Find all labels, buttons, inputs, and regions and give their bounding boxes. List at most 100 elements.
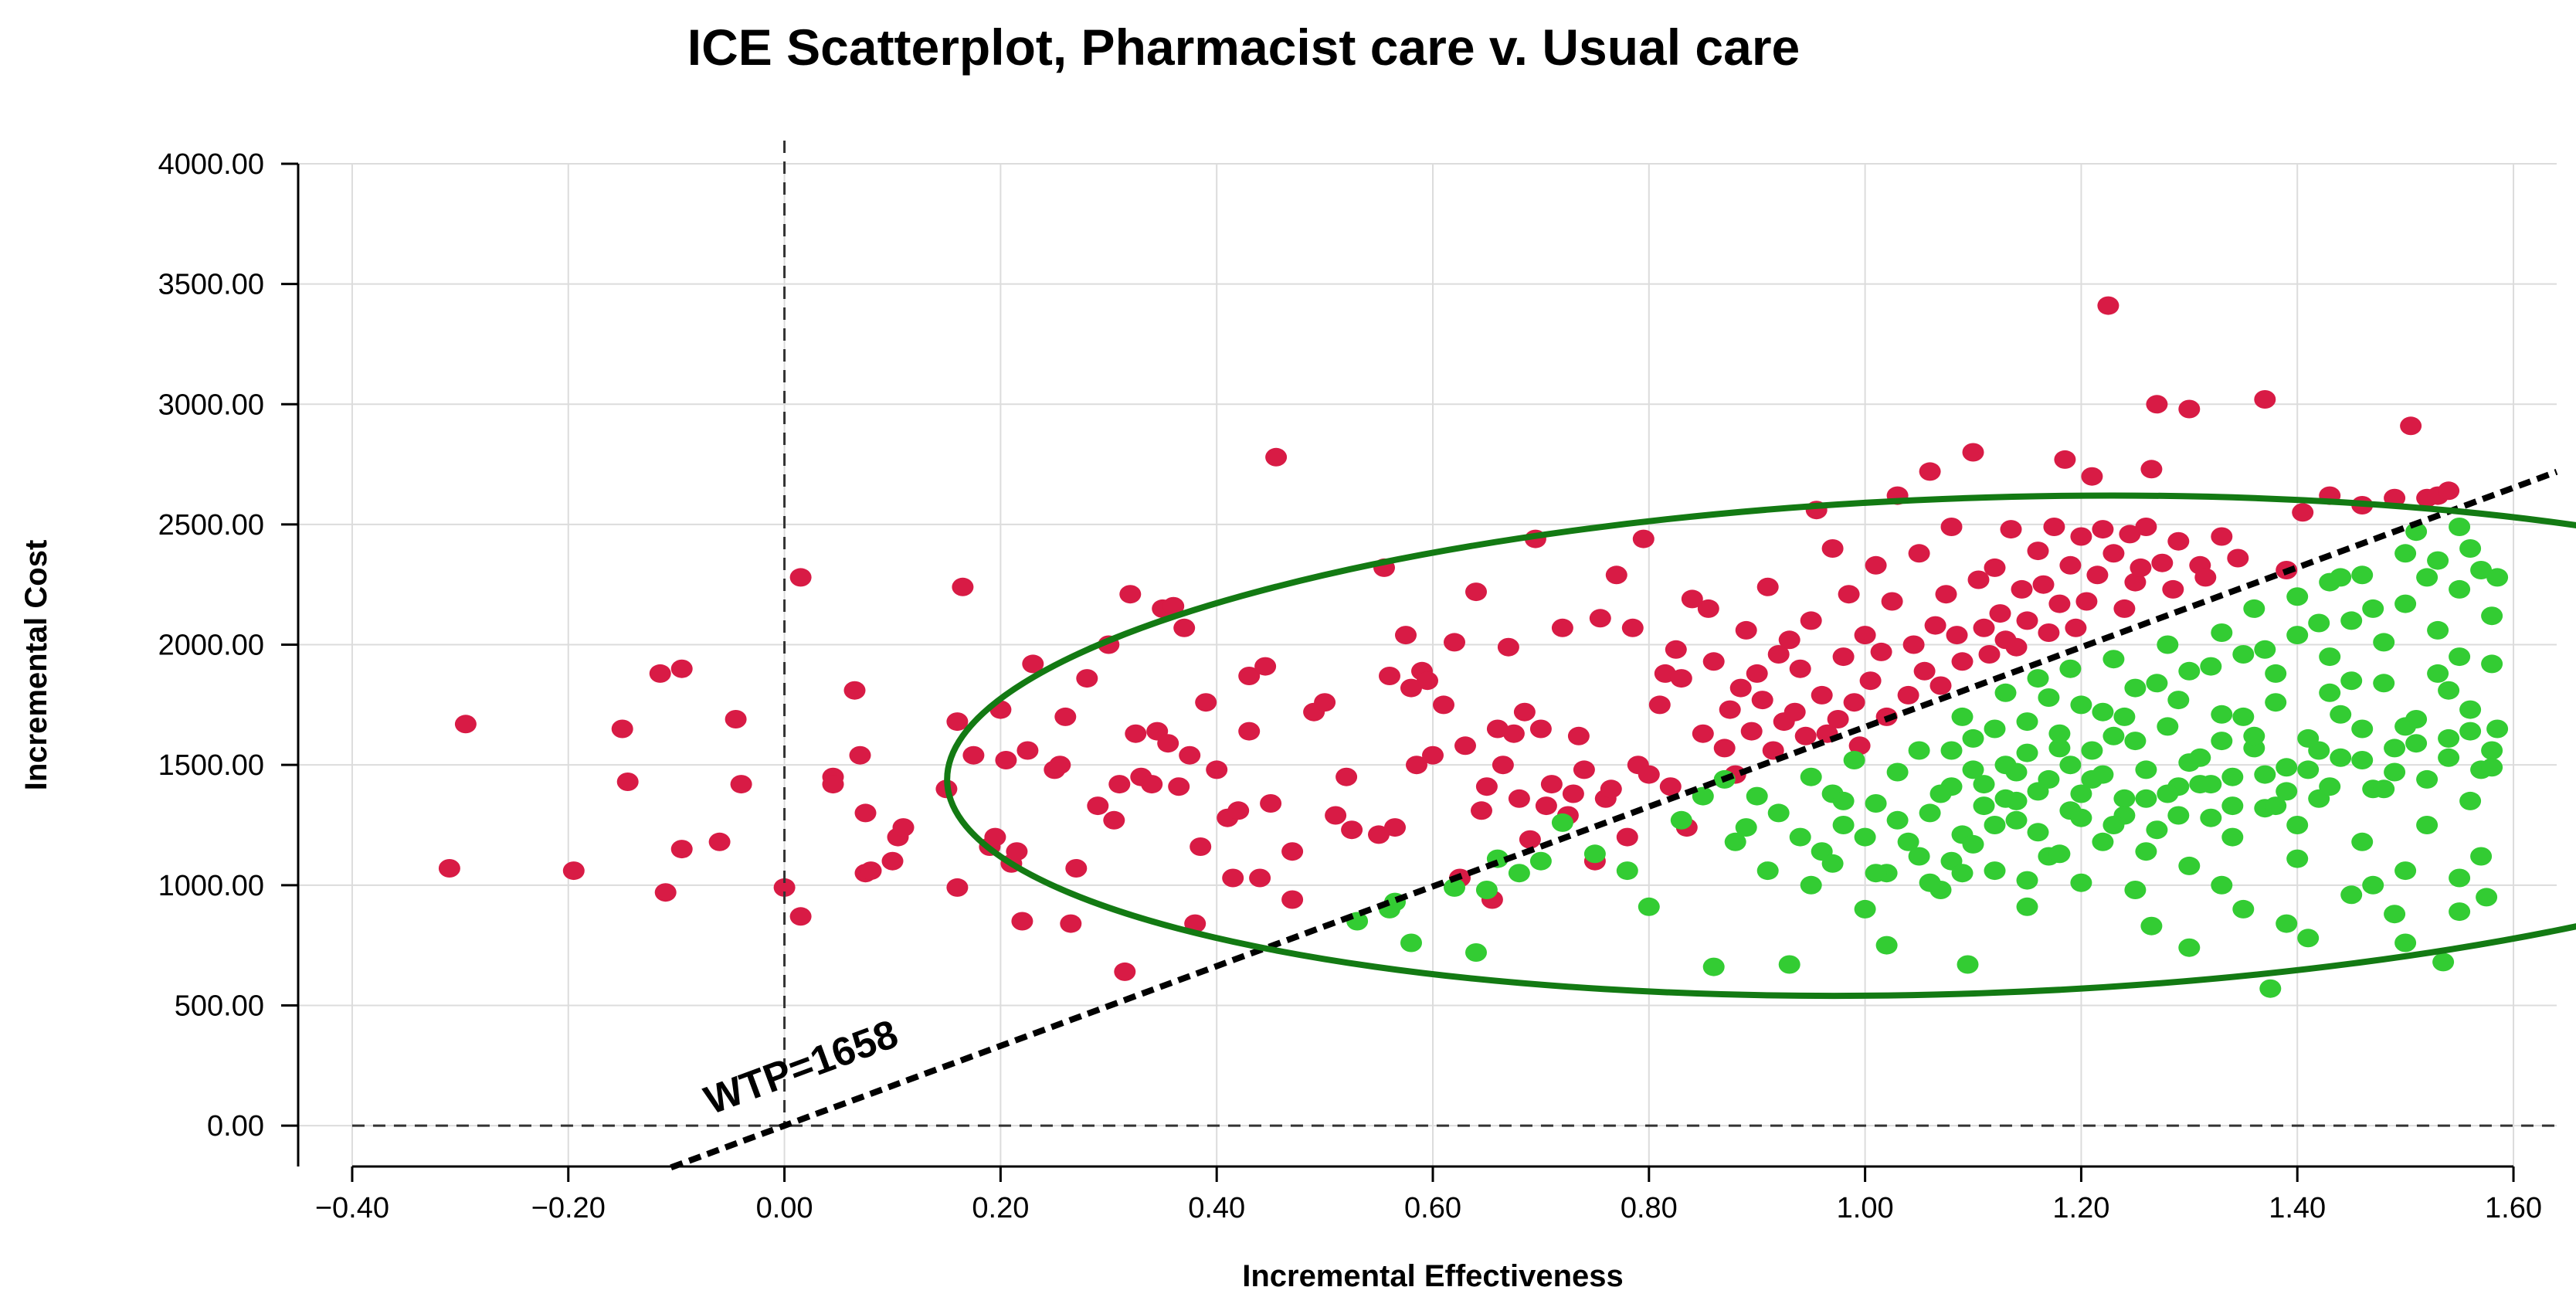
scatter-point [2351, 719, 2374, 739]
scatter-point [2330, 568, 2352, 587]
scatter-point [2016, 743, 2038, 762]
scatter-point [1659, 777, 1682, 796]
scatter-point [2070, 873, 2092, 892]
scatter-point [1260, 794, 1282, 813]
scatter-point [2438, 481, 2460, 501]
scatter-point [2276, 758, 2298, 777]
scatter-point [1719, 700, 1741, 719]
scatter-point [1908, 741, 1930, 760]
scatter-point [1789, 827, 1811, 847]
scatter-point [2016, 611, 2038, 630]
scatter-point [2048, 724, 2071, 743]
scatter-point [1665, 640, 1687, 659]
scatter-point [1444, 633, 1465, 652]
scatter-point [2373, 633, 2395, 652]
y-axis-ticks: 0.00 500.00 1000.00 1500.00 2000.00 2500.00 30… [158, 148, 298, 1143]
scatter-point [2459, 791, 2482, 810]
scatter-point [2038, 688, 2060, 707]
scatter-point [1854, 626, 1876, 645]
scatter-point [2259, 979, 2282, 998]
scatter-point [1314, 693, 1336, 712]
scatter-point [789, 907, 812, 926]
scatter-point [2048, 844, 2071, 864]
scatter-point [1022, 654, 1044, 674]
scatter-point [1832, 647, 1855, 667]
scatter-point [2351, 751, 2374, 769]
scatter-point [2038, 623, 2060, 642]
scatter-point [1962, 728, 1984, 748]
scatter-point [1379, 667, 1400, 685]
scatter-point [1368, 825, 1390, 844]
scatter-point [1735, 620, 1757, 640]
scatter-point [1946, 626, 1968, 645]
scatter-point [2438, 728, 2460, 748]
y-axis-label: Incremental Cost [19, 540, 53, 791]
scatter-point [2151, 553, 2174, 572]
scatter-point [2481, 758, 2503, 777]
scatter-point [1238, 667, 1261, 685]
y-tick-label: 3000.00 [158, 389, 264, 421]
scatter-point [1049, 756, 1071, 775]
scatter-point [1173, 618, 1196, 637]
scatter-point [1875, 936, 1898, 955]
x-tick-label: −0.20 [531, 1192, 606, 1224]
scatter-point [1989, 604, 2011, 623]
scatter-point [1562, 784, 1584, 803]
scatter-point [946, 712, 969, 732]
scatter-point [1827, 710, 1849, 728]
scatter-point [2427, 551, 2449, 570]
scatter-point [1395, 626, 1417, 645]
x-tick-label: 0.00 [756, 1192, 813, 1224]
scatter-point [1778, 955, 1800, 974]
scatter-point [1913, 661, 1936, 681]
scatter-point [1794, 726, 1817, 745]
scatter-point [2124, 572, 2147, 592]
x-axis-label: Incremental Effectiveness [1242, 1259, 1624, 1293]
scatter-point [2373, 779, 2395, 799]
scatter-point [2438, 748, 2460, 767]
scatter-point [2081, 467, 2103, 486]
scatter-point [2097, 296, 2120, 315]
scatter-point [2167, 691, 2190, 710]
scatter-point [2330, 705, 2352, 724]
scatter-point [2135, 789, 2157, 808]
scatter-point [2059, 555, 2082, 575]
scatter-point [1638, 897, 1660, 916]
scatter-point [2119, 525, 2141, 544]
scatter-point [1784, 702, 1806, 722]
scatter-point [2167, 806, 2190, 825]
scatter-point [2427, 620, 2449, 640]
scatter-point [1935, 585, 1957, 604]
scatter-point [1336, 767, 1358, 786]
scatter-point [2005, 762, 2028, 782]
scatter-point [1811, 685, 1833, 705]
scatter-point [1967, 570, 1990, 589]
data-points [438, 296, 2509, 998]
scatter-point [2211, 527, 2233, 546]
scatter-point [2070, 784, 2092, 803]
scatter-point [2157, 717, 2179, 736]
scatter-point [2178, 856, 2201, 875]
scatter-point [1006, 842, 1028, 861]
scatter-point [1648, 695, 1671, 715]
scatter-point [2449, 647, 2471, 667]
reference-lines [351, 141, 2576, 1171]
scatter-point [2384, 762, 2406, 782]
scatter-point [849, 745, 871, 765]
scatter-point [2016, 897, 2038, 916]
scatter-point [1713, 739, 1736, 758]
scatter-point [952, 577, 974, 596]
scatter-point [1141, 775, 1163, 794]
scatter-point [1854, 827, 1876, 847]
scatter-point [1016, 741, 1039, 760]
scatter-point [2211, 623, 2233, 642]
scatter-point [2211, 875, 2233, 895]
scatter-point [1654, 664, 1676, 683]
scatter-point [1621, 618, 1644, 637]
scatter-point [1848, 736, 1871, 756]
scatter-point [1632, 529, 1655, 548]
scatter-point [1179, 745, 1201, 765]
scatter-point [1919, 873, 1941, 892]
scatter-point [1508, 789, 1530, 808]
scatter-point [1702, 652, 1725, 671]
